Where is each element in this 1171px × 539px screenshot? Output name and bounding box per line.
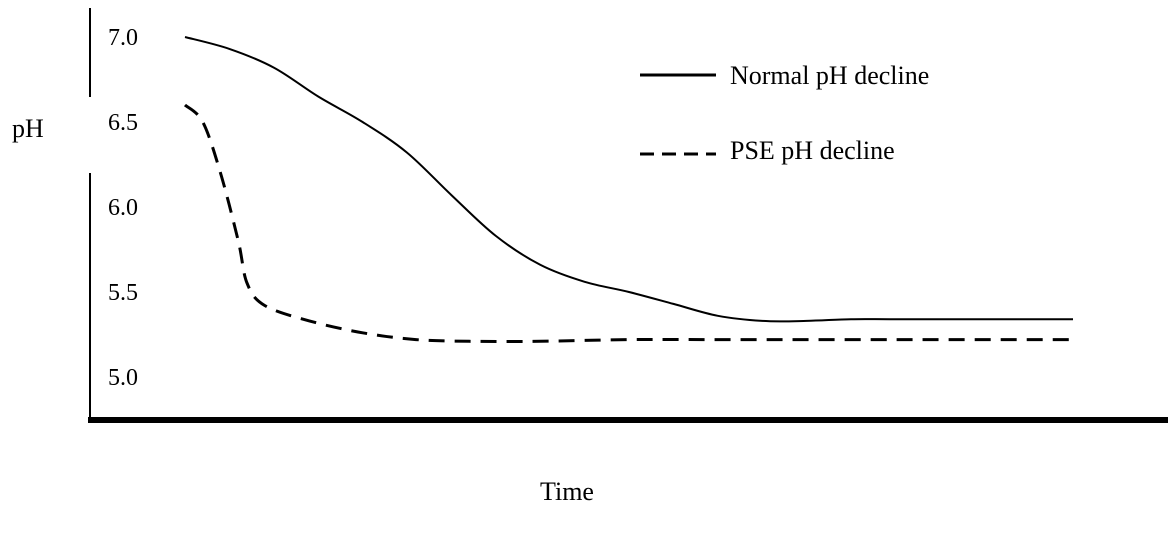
- legend: Normal pH decline PSE pH decline: [640, 61, 929, 165]
- y-tick-label: 7.0: [108, 25, 138, 51]
- legend-label-normal: Normal pH decline: [730, 61, 929, 90]
- series-lines: [183, 36, 1073, 344]
- y-axis-label: pH: [12, 114, 44, 143]
- y-tick-label: 6.0: [108, 195, 138, 221]
- series-line-normal: [184, 36, 1073, 323]
- axes: [88, 8, 1168, 423]
- legend-label-pse: PSE pH decline: [730, 136, 895, 165]
- series-line-pse: [183, 103, 1073, 344]
- y-tick-label: 6.5: [108, 110, 138, 136]
- y-tick-labels: 7.0 6.5 6.0 5.5 5.0: [108, 25, 138, 391]
- x-axis-label: Time: [540, 477, 594, 506]
- y-tick-label: 5.5: [108, 280, 138, 306]
- y-tick-label: 5.0: [108, 365, 138, 391]
